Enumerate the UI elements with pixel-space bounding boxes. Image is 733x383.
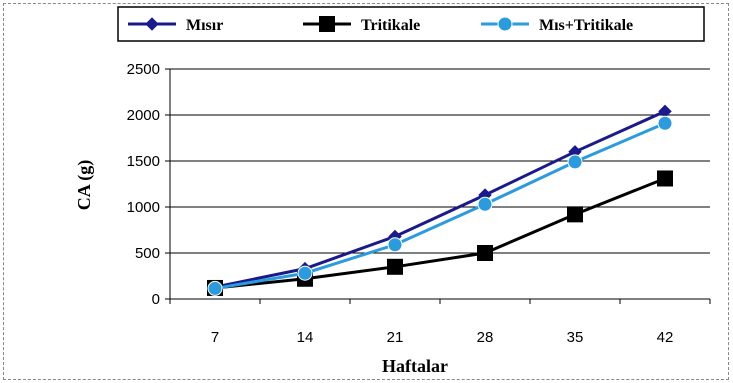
data-point: [567, 154, 583, 170]
y-axis-title: CA (g): [74, 160, 95, 211]
legend-marker: [497, 16, 513, 32]
series-0: [208, 104, 672, 294]
data-point: [658, 104, 672, 119]
series-line: [214, 177, 666, 290]
legend-marker: [319, 16, 335, 32]
data-point: [567, 206, 583, 223]
gridlines: [170, 68, 710, 254]
legend-label: Tritikale: [361, 17, 420, 34]
axes: 0 500 1000 1500 2000 2500 7 14 21 28 35 42: [127, 61, 711, 346]
legend-marker: [145, 17, 159, 31]
y-tick-label: 0: [152, 291, 160, 308]
legend-box: [117, 6, 705, 42]
x-tick-label: 7: [211, 329, 219, 346]
y-tick-label: 500: [135, 245, 160, 262]
data-point: [387, 258, 403, 275]
legend-item: Mıs+Tritikale: [481, 16, 633, 34]
data-point: [477, 196, 493, 212]
x-tick-label: 14: [297, 329, 314, 346]
chart-frame: [3, 3, 729, 380]
legend: Mısır Tritikale Mıs+Tritikale: [117, 6, 705, 42]
y-tick-label: 1500: [127, 153, 160, 170]
data-point: [297, 265, 313, 281]
data-point: [477, 245, 493, 261]
legend-item: Mısır: [128, 17, 223, 34]
x-axis-title: Haftalar: [382, 356, 448, 376]
y-tick-label: 2000: [127, 107, 160, 124]
legend-label: Mıs+Tritikale: [539, 17, 633, 34]
x-tick-label: 28: [477, 329, 494, 346]
legend-label: Mısır: [186, 17, 223, 34]
series-line: [214, 109, 666, 289]
x-tick-label: 42: [657, 329, 674, 346]
y-tick-label: 2500: [127, 61, 160, 78]
data-point: [207, 280, 223, 296]
series-1: [207, 170, 673, 296]
y-tick-label: 1000: [127, 199, 160, 216]
data-point: [657, 115, 673, 131]
series-line: [214, 121, 666, 290]
data-point: [387, 237, 403, 253]
series-2: [207, 115, 673, 296]
x-tick-label: 35: [567, 329, 584, 346]
data-point: [657, 170, 673, 187]
legend-item: Tritikale: [303, 16, 420, 34]
series-group: [207, 104, 673, 296]
x-tick-label: 21: [387, 329, 404, 346]
